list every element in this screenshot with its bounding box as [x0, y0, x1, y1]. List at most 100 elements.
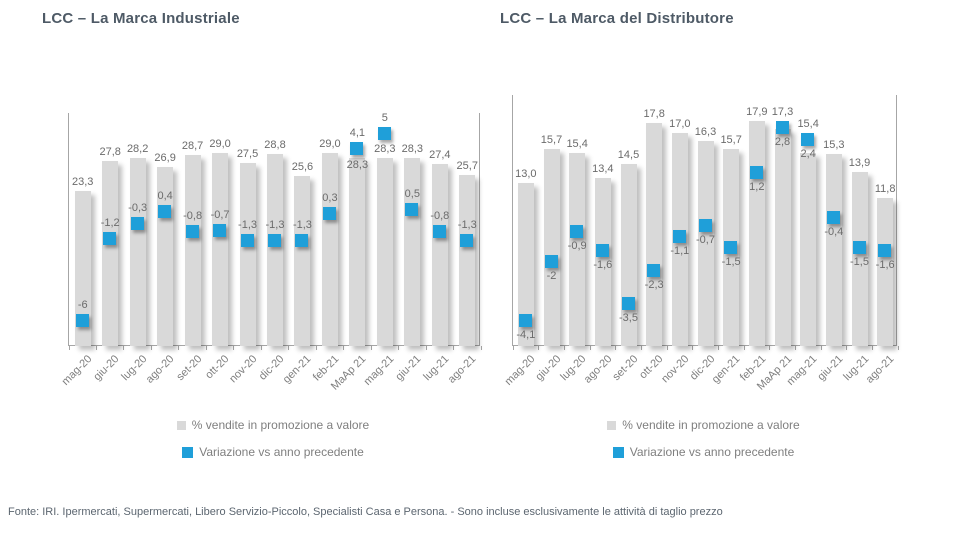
variation-value-label: -4,1: [516, 328, 536, 341]
variation-value-label: -0,4: [824, 225, 844, 238]
bar-value-label: 23,3: [72, 175, 94, 188]
variation-value-label: -6: [77, 298, 88, 311]
x-axis-tick: [260, 346, 262, 350]
x-axis-tick: [820, 346, 822, 350]
source-note: Fonte: IRI. Ipermercati, Supermercati, L…: [8, 506, 723, 518]
variation-value-label: -1,3: [457, 218, 477, 231]
x-axis-tick: [205, 346, 207, 350]
x-axis-tick: [123, 346, 125, 350]
variation-marker: [647, 263, 661, 277]
x-axis-tick: [563, 346, 565, 350]
bar-value-label: 28,2: [126, 143, 149, 156]
variation-value-label: 2,8: [774, 136, 791, 149]
x-axis-tick: [68, 346, 70, 350]
chart-title: LCC – La Marca del Distributore: [500, 10, 734, 27]
bar: [184, 154, 201, 346]
bar: [697, 141, 714, 346]
x-axis-tick: [150, 346, 152, 350]
variation-marker: [350, 142, 364, 156]
legend-blue-square-icon: [182, 446, 194, 458]
legend-item-promo: % vendite in promozione a valore: [607, 418, 800, 432]
bar: [294, 175, 311, 346]
x-axis-tick: [315, 346, 317, 350]
bar: [517, 182, 534, 346]
variation-marker: [460, 233, 474, 247]
bar-value-label: 28,3: [374, 142, 396, 155]
x-axis-tick: [769, 346, 771, 350]
variation-marker: [75, 313, 89, 327]
variation-value-label: -0,8: [430, 210, 450, 223]
bar: [267, 154, 283, 346]
bar-value-label: 25,7: [456, 159, 478, 172]
variation-marker: [185, 225, 199, 239]
variation-marker: [322, 206, 336, 220]
bar-value-label: 27,8: [99, 145, 121, 158]
bar-value-label: 15,4: [797, 117, 819, 130]
bar: [459, 174, 476, 346]
legend-blue-square-icon: [612, 446, 624, 458]
bar: [129, 158, 146, 346]
bar-value-label: 25,6: [291, 160, 314, 173]
variation-value-label: -1,1: [670, 245, 690, 258]
bar-value-label: 29,0: [209, 137, 231, 150]
x-axis-tick: [794, 346, 796, 350]
x-axis-tick: [692, 346, 694, 350]
variation-value-label: 1,2: [749, 181, 765, 194]
bar: [748, 121, 765, 346]
x-axis-tick: [871, 346, 873, 350]
bar: [646, 122, 663, 346]
x-axis-tick: [425, 346, 427, 350]
variation-value-label: -0,7: [210, 208, 230, 221]
bar-value-label: 17,9: [746, 106, 768, 119]
plot-area: 13,0 -4,1 mag-20 15,7 -2 giu-20 15,4 -0,9 lug-20…: [502, 95, 899, 393]
x-axis-tick: [453, 346, 455, 350]
bar-value-label: 15,4: [566, 137, 588, 150]
variation-marker: [213, 223, 227, 237]
variation-marker: [672, 230, 686, 244]
x-axis-tick: [178, 346, 180, 350]
variation-value-label: -1,3: [292, 218, 312, 231]
bar-value-label: 17,0: [669, 117, 691, 130]
x-axis-tick: [846, 346, 848, 350]
x-axis-tick: [480, 346, 482, 350]
chart-title: LCC – La Marca Industriale: [42, 10, 240, 27]
bar: [851, 171, 868, 346]
bar: [212, 152, 229, 346]
variation-marker: [621, 297, 635, 311]
variation-marker: [295, 233, 309, 247]
x-axis-tick: [717, 346, 719, 350]
legend-item-variation: Variazione vs anno precedente: [182, 445, 364, 459]
x-axis-tick: [589, 346, 591, 350]
variation-marker: [570, 224, 584, 238]
bar: [321, 152, 338, 346]
variation-value-label: -3,5: [619, 312, 638, 325]
legend-gray-square-icon: [176, 420, 186, 430]
bar-value-label: 14,5: [617, 149, 640, 162]
bar-value-label: 13,0: [515, 167, 537, 180]
bar: [239, 162, 256, 346]
bar: [543, 148, 560, 346]
legend-item-promo: % vendite in promozione a valore: [176, 418, 369, 432]
bar: [569, 152, 586, 346]
bar: [800, 152, 817, 346]
bar-value-label: 27,4: [429, 148, 451, 161]
legend-item-label: Variazione vs anno precedente: [199, 445, 364, 459]
variation-value-label: -0,3: [128, 201, 148, 214]
x-axis-tick: [743, 346, 745, 350]
x-axis-tick: [370, 346, 372, 350]
x-axis-tick: [897, 346, 899, 350]
variation-value-label: -2: [546, 270, 557, 283]
x-axis-tick: [538, 346, 540, 350]
legend: % vendite in promozione a valore Variazi…: [68, 418, 478, 459]
variation-value-label: -2,3: [644, 278, 664, 291]
variation-value-label: -0,9: [567, 239, 587, 252]
legend-item-label: % vendite in promozione a valore: [622, 418, 800, 432]
bar: [404, 157, 421, 346]
variation-marker: [432, 225, 446, 239]
bar-value-label: 15,3: [823, 138, 845, 151]
variation-value-label: 4,1: [349, 127, 366, 140]
variation-value-label: 2,4: [800, 147, 816, 160]
x-axis-tick: [343, 346, 345, 350]
bar-value-label: 17,8: [643, 107, 665, 120]
variation-value-label: -1,6: [593, 259, 613, 272]
